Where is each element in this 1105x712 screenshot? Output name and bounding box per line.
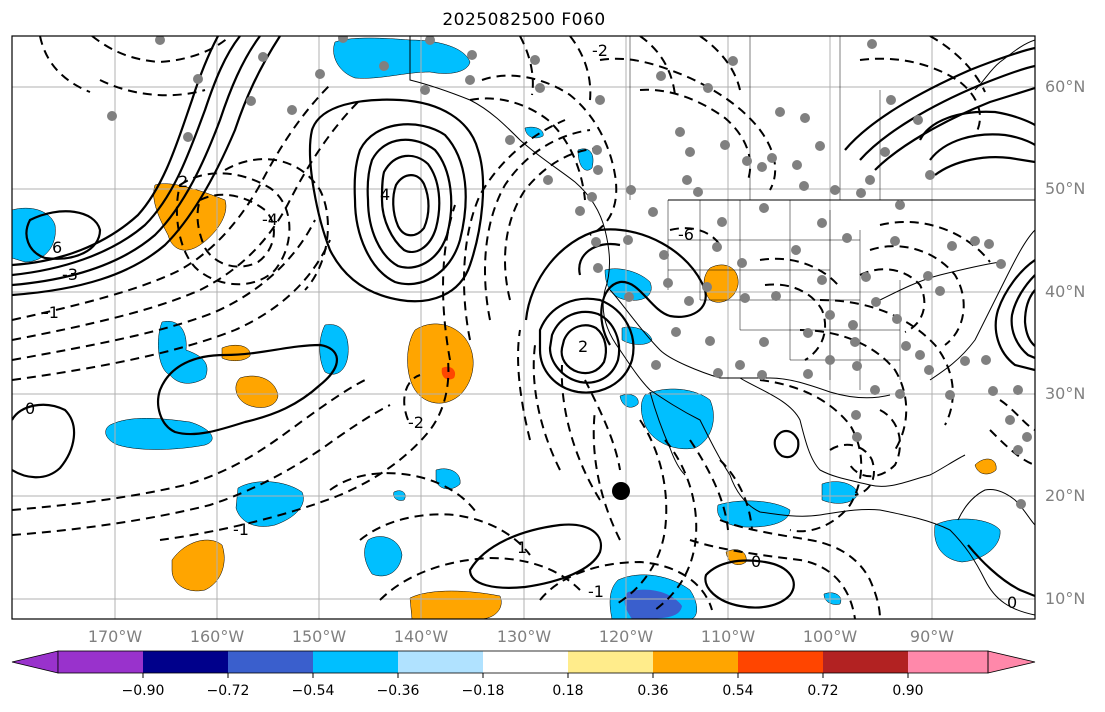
colorbar-tick-label: −0.18 [461, 683, 505, 699]
positive-region [441, 366, 456, 380]
positive-region [153, 183, 227, 251]
lat-label: 40°N [1045, 282, 1086, 301]
colorbar-segment [908, 651, 988, 673]
positive-region [171, 539, 225, 592]
negative-region [364, 536, 403, 577]
coastlines [409, 36, 1035, 616]
lon-label: 90°W [909, 627, 955, 646]
contour-label: -1 [588, 582, 604, 601]
colorbar-tick-label: 0.54 [722, 683, 754, 699]
positive-region [974, 458, 997, 475]
lat-label: 20°N [1045, 486, 1086, 505]
colorbar-tick-label: 0.90 [892, 683, 924, 699]
positive-region [235, 375, 279, 408]
negative-region [435, 468, 461, 490]
lon-label: 150°W [291, 627, 347, 646]
dashed-contours [12, 36, 1035, 619]
colorbar-tick-label: −0.36 [376, 683, 420, 699]
negative-region [105, 418, 213, 450]
positive-region [409, 590, 502, 619]
positive-region [407, 323, 474, 404]
contour-label: -2 [408, 413, 424, 432]
map-title: 2025082500 F060 [442, 10, 606, 30]
colorbar-tick-label: 0.36 [637, 683, 669, 699]
contour-label: 0 [25, 399, 35, 418]
solid-contours [12, 36, 1035, 609]
colorbar-extend-left [11, 650, 59, 674]
station-dots [107, 36, 1032, 509]
contour-label: 6 [52, 238, 62, 257]
contour-label: 1 [517, 538, 527, 557]
negative-region [641, 388, 714, 450]
lon-label: 120°W [598, 627, 654, 646]
colorbar-tick-label: −0.54 [291, 683, 335, 699]
colorbar-tick-label: 0.72 [807, 683, 839, 699]
lon-label: 130°W [496, 627, 552, 646]
negative-region [12, 207, 56, 263]
gridlines [12, 36, 1035, 619]
lat-label: 30°N [1045, 384, 1086, 403]
negative-region [621, 326, 653, 345]
lat-label: 10°N [1045, 589, 1086, 608]
colorbar-segment [568, 651, 653, 673]
colorbar-tick-label: −0.90 [121, 683, 165, 699]
colorbar-segment [653, 651, 738, 673]
colorbar-extend-right [987, 650, 1036, 674]
contour-label: 0 [1007, 593, 1017, 612]
positive-region [221, 345, 251, 361]
contour-labels: -2 4 6 -3 -1 -4 2 0 -2 -1 1 -6 2 0 -1 0 [25, 41, 1017, 612]
contour-label: 0 [751, 552, 761, 571]
storm-center-marker [612, 482, 630, 500]
contour-label: 4 [380, 185, 390, 204]
colorbar-segment [228, 651, 313, 673]
lat-label: 60°N [1045, 77, 1086, 96]
contour-label: -4 [262, 210, 278, 229]
lon-label: 140°W [393, 627, 449, 646]
negative-region [934, 518, 1001, 563]
contour-label: 2 [578, 337, 588, 356]
negative-region [619, 394, 639, 408]
state-borders [629, 36, 901, 390]
colorbar-segment [823, 651, 908, 673]
contour-label: -6 [678, 225, 694, 244]
lon-label: 110°W [700, 627, 756, 646]
contour-label: 2 [178, 172, 188, 191]
lon-label: 160°W [189, 627, 245, 646]
colorbar-segment [143, 651, 228, 673]
negative-region [235, 481, 304, 527]
contour-label: -2 [592, 41, 608, 60]
colorbar-frame [57, 650, 989, 674]
negative-region [524, 126, 544, 139]
colorbar [11, 650, 1036, 678]
negative-region [319, 324, 349, 375]
map-frame [11, 35, 1036, 620]
colorbar-tick-label: 0.18 [552, 683, 584, 699]
negative-region [158, 320, 208, 384]
colorbar-tick-label: −0.72 [206, 683, 250, 699]
colorbar-segment [313, 651, 398, 673]
lat-label: 50°N [1045, 179, 1086, 198]
shaded-regions [12, 37, 1001, 619]
colorbar-segment [398, 651, 483, 673]
colorbar-segment [738, 651, 823, 673]
colorbar-segment [483, 651, 568, 673]
negative-region [333, 37, 471, 79]
contour-label: -1 [233, 520, 249, 539]
colorbar-segment [58, 651, 143, 673]
contour-label: -1 [43, 303, 59, 322]
contour-label: -3 [62, 265, 78, 284]
lon-label: 170°W [87, 627, 143, 646]
lon-label: 100°W [802, 627, 858, 646]
negative-region [624, 589, 682, 619]
